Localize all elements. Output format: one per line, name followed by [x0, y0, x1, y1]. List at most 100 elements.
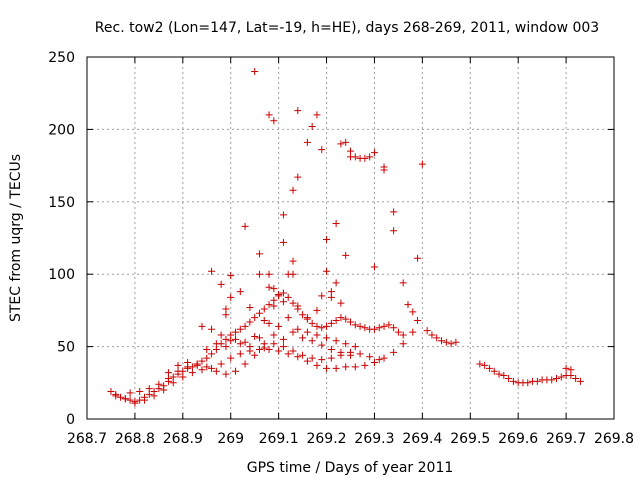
data-point: [265, 345, 273, 353]
data-point: [217, 280, 225, 288]
data-point: [232, 328, 240, 336]
data-point: [126, 396, 134, 404]
data-point: [145, 385, 153, 393]
data-point: [323, 235, 331, 243]
data-point: [404, 301, 412, 309]
x-tick-labels: 268.7 268.8 268.9 269 269.1 269.2 269.3 269.4 26…: [67, 431, 634, 447]
data-point: [260, 317, 268, 325]
y-tick-label: 150: [48, 195, 75, 211]
data-point: [255, 270, 263, 278]
data-point: [375, 324, 383, 332]
data-point: [567, 366, 575, 374]
data-point: [370, 359, 378, 367]
data-point: [212, 367, 220, 375]
data-point: [294, 353, 302, 361]
data-point: [251, 332, 259, 340]
data-point: [289, 186, 297, 194]
data-point: [246, 343, 254, 351]
data-point: [279, 343, 287, 351]
y-tick-label: 200: [48, 122, 75, 138]
x-tick-label: 268.9: [163, 431, 203, 447]
x-tick-label: 269.4: [402, 431, 442, 447]
data-point: [265, 283, 273, 291]
x-tick-label: 269.1: [259, 431, 299, 447]
data-point: [332, 317, 340, 325]
data-point: [236, 340, 244, 348]
data-point: [208, 267, 216, 275]
data-point: [562, 364, 570, 372]
data-point: [241, 360, 249, 368]
data-point: [318, 341, 326, 349]
data-point: [509, 377, 517, 385]
data-point: [342, 340, 350, 348]
data-point: [222, 335, 230, 343]
data-point: [438, 337, 446, 345]
data-point: [332, 279, 340, 287]
data-point: [351, 343, 359, 351]
data-point: [303, 314, 311, 322]
data-point: [265, 111, 273, 119]
data-point: [246, 304, 254, 312]
data-point: [222, 311, 230, 319]
data-point: [255, 345, 263, 353]
data-point: [188, 369, 196, 377]
data-point: [418, 160, 426, 168]
data-point: [198, 322, 206, 330]
data-point: [164, 369, 172, 377]
data-point: [327, 354, 335, 362]
data-point: [255, 250, 263, 258]
data-point: [294, 302, 302, 310]
data-point: [351, 321, 359, 329]
data-point: [351, 363, 359, 371]
data-point: [208, 325, 216, 333]
x-tick-label: 269.2: [306, 431, 346, 447]
data-point: [179, 373, 187, 381]
data-point: [327, 288, 335, 296]
data-point: [505, 374, 513, 382]
data-point: [356, 350, 364, 358]
x-tick-label: 269: [217, 431, 244, 447]
data-point: [279, 298, 287, 306]
data-point: [294, 325, 302, 333]
data-point: [184, 359, 192, 367]
data-point: [399, 340, 407, 348]
data-point: [284, 350, 292, 358]
chart-title: Rec. tow2 (Lon=147, Lat=-19, h=HE), days…: [95, 20, 599, 36]
data-point: [351, 153, 359, 161]
data-point: [174, 361, 182, 369]
data-point: [227, 293, 235, 301]
data-point: [313, 111, 321, 119]
data-point: [342, 251, 350, 259]
x-tick-label: 269.8: [594, 431, 634, 447]
y-tick-label: 100: [48, 267, 75, 283]
data-point: [442, 338, 450, 346]
data-point: [299, 334, 307, 342]
data-point: [275, 322, 283, 330]
data-point: [327, 345, 335, 353]
data-point: [251, 351, 259, 359]
data-point: [251, 67, 259, 75]
y-tick-label: 0: [66, 412, 75, 428]
data-point: [447, 340, 455, 348]
data-points: [107, 67, 584, 407]
data-point: [495, 370, 503, 378]
data-point: [390, 208, 398, 216]
data-point: [265, 270, 273, 278]
data-point: [289, 299, 297, 307]
data-point: [342, 138, 350, 146]
data-point: [332, 220, 340, 228]
data-point: [361, 324, 369, 332]
data-point: [428, 331, 436, 339]
data-point: [212, 340, 220, 348]
x-tick-label: 269.7: [546, 431, 586, 447]
data-point: [390, 324, 398, 332]
data-point: [241, 222, 249, 230]
data-point: [294, 107, 302, 115]
data-point: [246, 318, 254, 326]
data-point: [409, 328, 417, 336]
data-point: [390, 348, 398, 356]
data-point: [399, 331, 407, 339]
data-point: [361, 154, 369, 162]
data-point: [299, 311, 307, 319]
data-point: [347, 351, 354, 359]
